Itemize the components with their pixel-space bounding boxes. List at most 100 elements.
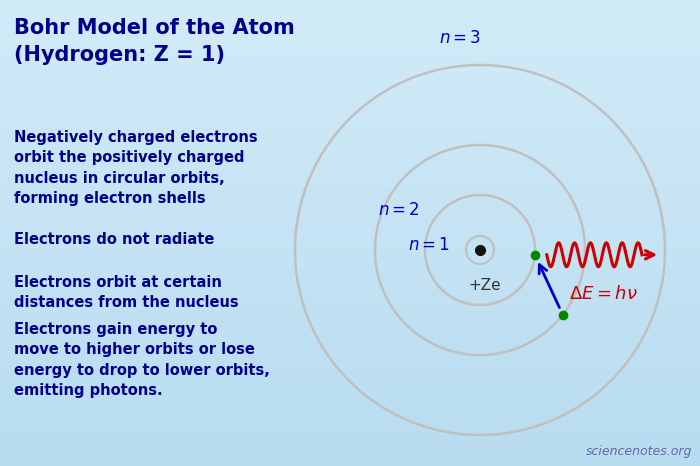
Bar bbox=[0, 237, 700, 241]
Bar bbox=[0, 206, 700, 210]
Bar bbox=[0, 408, 700, 411]
Bar bbox=[0, 381, 700, 384]
Bar bbox=[0, 155, 700, 159]
Bar bbox=[0, 458, 700, 462]
Bar bbox=[0, 113, 700, 116]
Text: +Ze: +Ze bbox=[469, 278, 501, 293]
Bar bbox=[0, 202, 700, 206]
Bar bbox=[0, 85, 700, 89]
Bar bbox=[0, 454, 700, 458]
Bar bbox=[0, 221, 700, 225]
Bar bbox=[0, 276, 700, 280]
Bar bbox=[0, 225, 700, 229]
Bar bbox=[0, 373, 700, 377]
Bar bbox=[0, 268, 700, 272]
Bar bbox=[0, 311, 700, 315]
Text: $n=3$: $n=3$ bbox=[439, 29, 481, 47]
Bar bbox=[0, 280, 700, 283]
Bar bbox=[0, 163, 700, 167]
Bar bbox=[0, 140, 700, 144]
Bar bbox=[0, 307, 700, 311]
Bar bbox=[0, 283, 700, 288]
Bar bbox=[0, 43, 700, 47]
Bar bbox=[0, 82, 700, 85]
Bar bbox=[0, 233, 700, 237]
Bar bbox=[0, 388, 700, 392]
Bar bbox=[0, 392, 700, 396]
Bar bbox=[0, 330, 700, 334]
Text: Bohr Model of the Atom: Bohr Model of the Atom bbox=[14, 18, 295, 38]
Bar bbox=[0, 353, 700, 357]
Bar bbox=[0, 315, 700, 318]
Bar bbox=[0, 175, 700, 178]
Bar bbox=[0, 272, 700, 276]
Bar bbox=[0, 357, 700, 361]
Bar bbox=[0, 148, 700, 151]
Bar bbox=[0, 39, 700, 43]
Bar bbox=[0, 132, 700, 136]
Bar bbox=[0, 62, 700, 66]
Bar bbox=[0, 151, 700, 155]
Bar bbox=[0, 439, 700, 443]
Bar bbox=[0, 431, 700, 435]
Bar bbox=[0, 12, 700, 15]
Bar bbox=[0, 411, 700, 416]
Bar bbox=[0, 264, 700, 268]
Bar bbox=[0, 435, 700, 439]
Bar bbox=[0, 396, 700, 400]
Text: Electrons orbit at certain
distances from the nucleus: Electrons orbit at certain distances fro… bbox=[14, 275, 239, 310]
Bar bbox=[0, 342, 700, 346]
Bar bbox=[0, 369, 700, 373]
Bar bbox=[0, 288, 700, 291]
Bar bbox=[0, 20, 700, 23]
Bar bbox=[0, 159, 700, 163]
Bar bbox=[0, 50, 700, 55]
Bar bbox=[0, 241, 700, 245]
Bar bbox=[0, 47, 700, 50]
Bar bbox=[0, 136, 700, 140]
Bar bbox=[0, 245, 700, 248]
Bar bbox=[0, 377, 700, 381]
Bar bbox=[0, 93, 700, 97]
Text: (Hydrogen: Z = 1): (Hydrogen: Z = 1) bbox=[14, 45, 225, 65]
Bar bbox=[0, 346, 700, 350]
Text: sciencenotes.org: sciencenotes.org bbox=[586, 445, 692, 458]
Bar bbox=[0, 299, 700, 303]
Bar bbox=[0, 446, 700, 451]
Bar bbox=[0, 210, 700, 213]
Bar bbox=[0, 15, 700, 20]
Bar bbox=[0, 198, 700, 202]
Bar bbox=[0, 338, 700, 342]
Bar bbox=[0, 55, 700, 58]
Bar bbox=[0, 116, 700, 120]
Bar bbox=[0, 124, 700, 128]
Text: $\Delta E = h\nu$: $\Delta E = h\nu$ bbox=[569, 285, 638, 303]
Bar bbox=[0, 260, 700, 264]
Bar bbox=[0, 451, 700, 454]
Bar bbox=[0, 322, 700, 326]
Bar bbox=[0, 183, 700, 186]
Bar bbox=[0, 8, 700, 12]
Bar bbox=[0, 97, 700, 101]
Bar bbox=[0, 74, 700, 78]
Bar bbox=[0, 89, 700, 93]
Bar bbox=[0, 400, 700, 404]
Bar bbox=[0, 229, 700, 233]
Bar bbox=[0, 443, 700, 446]
Bar bbox=[0, 365, 700, 369]
Bar bbox=[0, 120, 700, 124]
Bar bbox=[0, 303, 700, 307]
Text: Electrons gain energy to
move to higher orbits or lose
energy to drop to lower o: Electrons gain energy to move to higher … bbox=[14, 322, 270, 398]
Bar bbox=[0, 416, 700, 419]
Bar bbox=[0, 427, 700, 431]
Text: $n=1$: $n=1$ bbox=[408, 236, 450, 254]
Bar bbox=[0, 404, 700, 408]
Bar bbox=[0, 186, 700, 190]
Bar bbox=[0, 144, 700, 148]
Bar bbox=[0, 318, 700, 322]
Bar bbox=[0, 70, 700, 74]
Bar bbox=[0, 190, 700, 194]
Bar bbox=[0, 66, 700, 70]
Bar bbox=[0, 248, 700, 253]
Bar bbox=[0, 31, 700, 35]
